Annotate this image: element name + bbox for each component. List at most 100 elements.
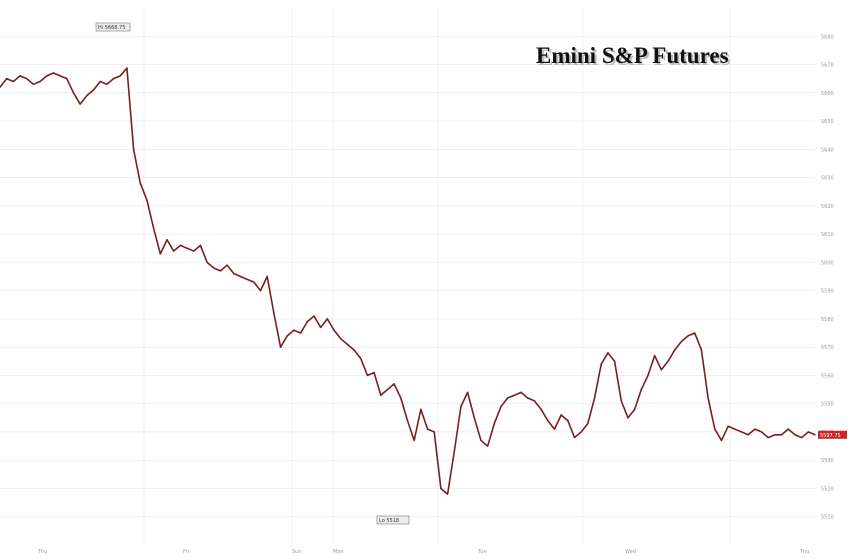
series-point [286, 335, 288, 337]
series-point [319, 326, 322, 329]
series-point [393, 383, 395, 385]
series-point [473, 417, 475, 419]
series-point [760, 431, 763, 433]
series-point [233, 272, 235, 275]
series-point [172, 250, 175, 252]
series-point [279, 346, 282, 348]
x-axis-ticks: Thu Fri Sun Mon Tue Wed Thu [37, 549, 809, 555]
series-point [814, 434, 816, 436]
y-tick-label: 5680 [821, 34, 834, 40]
series-point [306, 321, 308, 323]
y-tick-label: 5560 [821, 373, 834, 379]
series-point [420, 408, 422, 411]
series-point [486, 445, 489, 447]
y-tick-label: 5520 [821, 486, 834, 492]
x-tick-label: Thu [799, 549, 809, 555]
series-point [106, 83, 108, 86]
y-tick-label: 5650 [821, 119, 834, 125]
series-point [353, 349, 355, 351]
series-point [466, 391, 469, 394]
y-tick-label: 5570 [821, 345, 834, 351]
series-point [199, 244, 202, 247]
series-point [380, 394, 382, 396]
high-callout: Hi 5668.75 [95, 22, 131, 32]
last-price-badge: 5597.75 [818, 430, 847, 439]
series-point [340, 337, 342, 340]
series-point [720, 439, 723, 442]
series-point [213, 267, 215, 269]
series-point [533, 400, 536, 402]
chart-title-shadow: Emini S&P Futures [538, 45, 731, 70]
series-point [19, 75, 21, 77]
series-point [780, 434, 783, 436]
series-point [580, 431, 582, 433]
series-point [573, 436, 576, 439]
series-point [620, 400, 622, 402]
low-callout: Lo 5518 [376, 515, 410, 525]
series-point [373, 371, 375, 374]
x-tick-label: Fri [183, 549, 189, 555]
series-point [520, 391, 522, 394]
series-point [219, 270, 222, 272]
series-point [426, 428, 429, 430]
series-point [547, 419, 549, 422]
last-price-label: 5597.75 [820, 433, 841, 439]
series-point [460, 405, 462, 408]
series-point [239, 275, 242, 278]
y-tick-label: 5580 [821, 317, 834, 323]
series-point [406, 419, 409, 422]
series-point [600, 363, 602, 365]
gridlines [0, 8, 815, 545]
series-point [727, 425, 729, 427]
series-point [700, 349, 703, 351]
series-point [593, 397, 596, 399]
series-point [640, 388, 643, 391]
y-tick-label: 5590 [821, 289, 834, 295]
series-point [633, 408, 636, 411]
series-point [694, 332, 696, 334]
x-tick-label: Tue [477, 549, 487, 555]
series-line-group [0, 67, 816, 495]
y-tick-label: 5670 [821, 63, 834, 69]
series-point [99, 80, 101, 83]
y-tick-label: 5640 [821, 147, 834, 153]
series-point [72, 92, 75, 94]
series-point [386, 388, 389, 391]
x-tick-label: Thu [37, 549, 47, 555]
series-point [687, 335, 689, 337]
y-tick-label: 5600 [821, 260, 834, 266]
series-point [446, 493, 449, 495]
series-point [400, 397, 402, 399]
series-point [126, 67, 128, 69]
series-point [740, 431, 743, 433]
series-point [366, 374, 369, 377]
series-point [774, 434, 776, 436]
series-point [607, 352, 609, 354]
series-point [714, 428, 716, 430]
series-point [12, 80, 15, 83]
series-point [273, 312, 275, 314]
series-point [92, 89, 95, 91]
series-point [179, 244, 182, 247]
series-point [346, 343, 349, 346]
series-point [59, 75, 61, 77]
series-point [166, 239, 168, 241]
series-point [453, 451, 455, 453]
series-point [667, 360, 669, 362]
series-point [800, 436, 803, 439]
series-point [293, 329, 295, 331]
y-tick-label: 5510 [821, 515, 834, 521]
y-tick-label: 5660 [821, 91, 834, 97]
series-point [674, 349, 676, 351]
series-point [653, 354, 656, 357]
last-price-badge-box [818, 430, 847, 439]
series-point [259, 289, 262, 292]
y-tick-label: 5630 [821, 176, 834, 182]
series-point [152, 227, 155, 230]
series-point [794, 434, 796, 436]
series-point [266, 275, 268, 278]
series-point [313, 315, 315, 317]
series-point [747, 434, 749, 436]
y-tick-label: 5610 [821, 232, 834, 238]
chart-title: Emini S&P Futures [536, 43, 729, 68]
